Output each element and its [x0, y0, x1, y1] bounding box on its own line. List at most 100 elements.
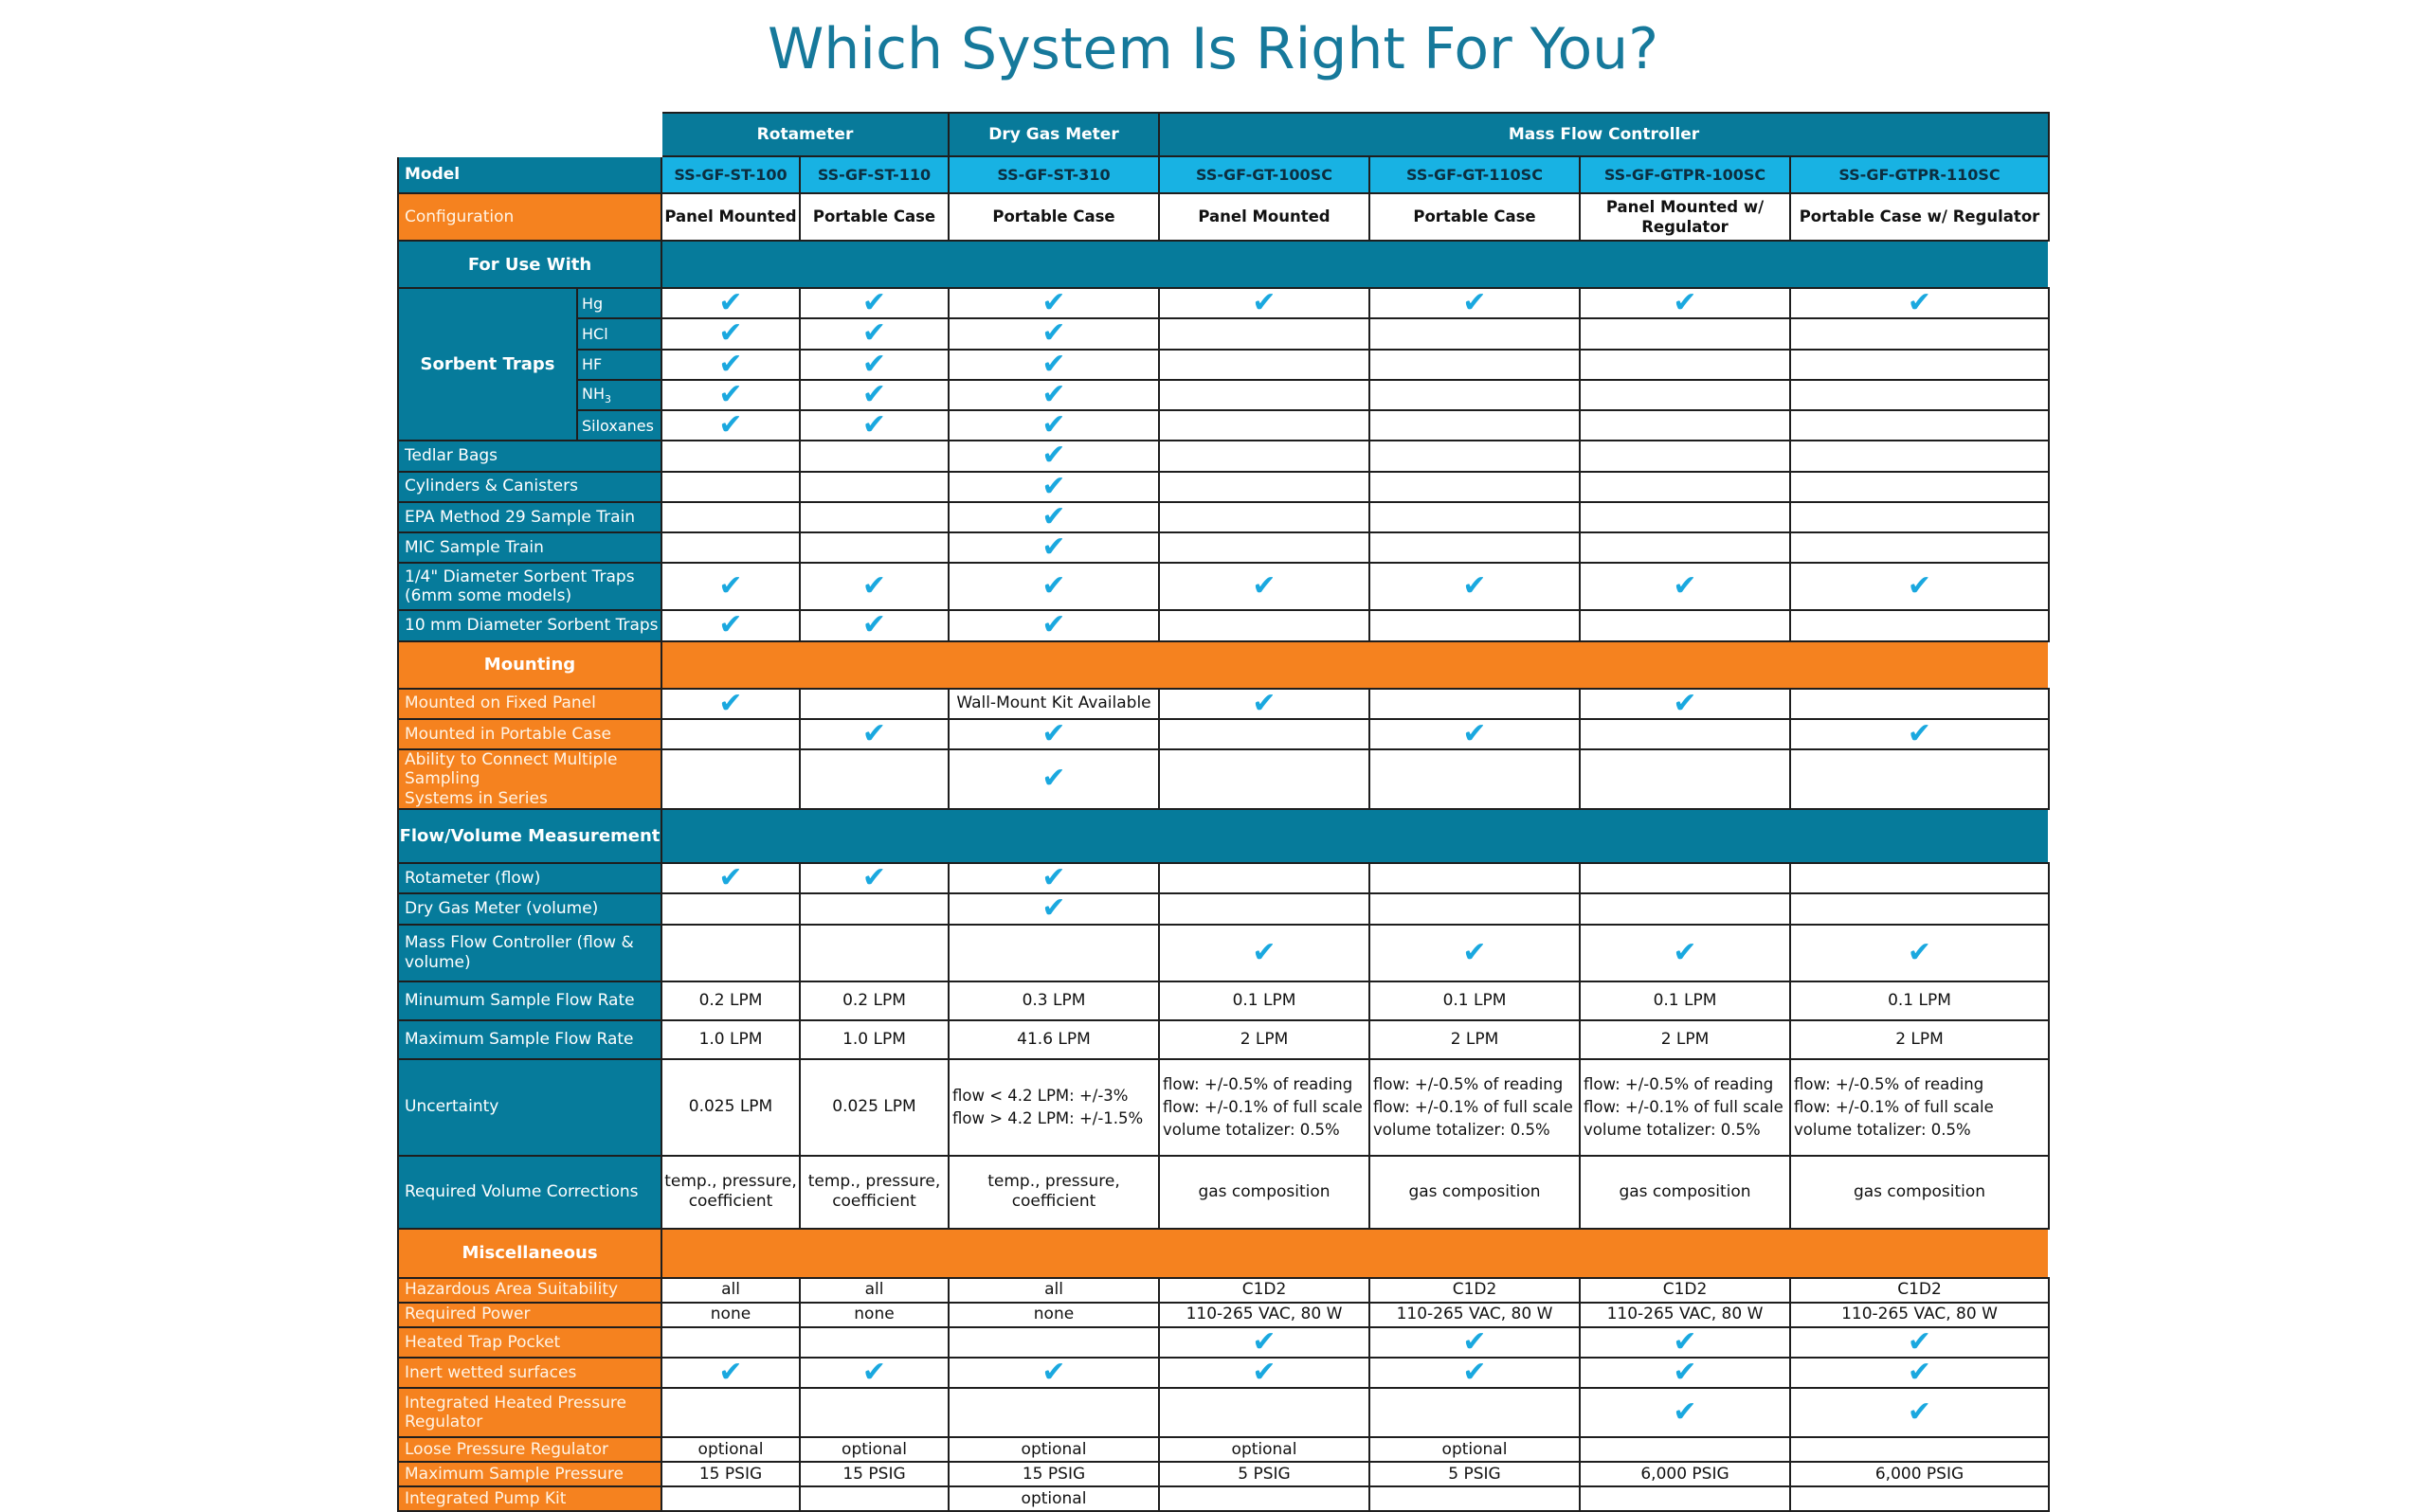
- value-cell: all: [948, 1276, 1160, 1304]
- sorbent-type-text: HCl: [582, 324, 608, 343]
- value-cell: [1368, 609, 1581, 642]
- value-cell: ✔: [661, 408, 801, 442]
- sorbent-row: Siloxanes ✔ ✔ ✔: [398, 408, 2050, 442]
- group-mass-flow-controller: Mass Flow Controller: [1158, 112, 2050, 157]
- value-cell: ✔: [1579, 1325, 1791, 1359]
- value-cell: [1158, 717, 1370, 751]
- group-rotameter: Rotameter: [661, 112, 950, 157]
- value-cell: optional: [799, 1436, 950, 1464]
- row-label: Maximum Sample Pressure: [397, 1461, 662, 1488]
- subscript: 3: [605, 392, 611, 405]
- value-cell: ✔: [948, 317, 1160, 351]
- model-name: SS-GF-GTPR-100SC: [1579, 155, 1791, 194]
- value-cell: all: [661, 1276, 801, 1304]
- sorbent-type-text: NH: [582, 384, 605, 403]
- check-icon: ✔: [1907, 935, 1932, 969]
- value-cell: [1368, 378, 1581, 412]
- value-cell: 110-265 VAC, 80 W: [1579, 1301, 1791, 1328]
- value-cell: ✔: [1368, 1356, 1581, 1390]
- check-icon: ✔: [861, 318, 887, 350]
- model-name: SS-GF-ST-110: [799, 155, 950, 194]
- value-line: temp., pressure,: [807, 1171, 941, 1191]
- check-icon: ✔: [1041, 863, 1066, 894]
- value-cell: 0.025 LPM: [799, 1057, 950, 1157]
- value-cell: optional: [948, 1436, 1160, 1464]
- value-cell: C1D2: [1158, 1276, 1370, 1304]
- value-cell: gas composition: [1579, 1154, 1791, 1230]
- value-cell: ✔: [948, 717, 1160, 751]
- value-cell: ✔: [1579, 1356, 1791, 1390]
- value-cell: ✔: [1158, 1325, 1370, 1359]
- value-cell: [948, 1325, 1160, 1359]
- configuration-row: Configuration Panel Mounted Portable Cas…: [397, 192, 2050, 242]
- row-label: Loose Pressure Regulator: [397, 1436, 662, 1464]
- value-cell: 110-265 VAC, 80 W: [1158, 1301, 1370, 1328]
- group-dry-gas-meter: Dry Gas Meter: [948, 112, 1160, 157]
- value-cell: ✔: [661, 862, 801, 895]
- value-cell: ✔: [948, 378, 1160, 412]
- value-line: coefficient: [832, 1192, 916, 1212]
- value-cell: C1D2: [1789, 1276, 2050, 1304]
- value-cell: ✔: [1789, 1356, 2050, 1390]
- check-icon: ✔: [1907, 718, 1932, 749]
- section-mounting: Mounting: [397, 639, 662, 690]
- sorbent-type-label: NH3: [576, 378, 662, 412]
- row-label: Uncertainty: [397, 1057, 662, 1157]
- value-cell: [1789, 1436, 2050, 1464]
- value-cell: [1579, 1485, 1791, 1512]
- sorbent-row: HF ✔ ✔ ✔: [398, 348, 2050, 381]
- value-line: flow: +/-0.1% of full scale: [1163, 1097, 1363, 1116]
- sorbent-type-text: Hg: [582, 294, 604, 313]
- value-cell: [799, 1325, 950, 1359]
- value-cell: [1789, 531, 2050, 565]
- value-cell: [1368, 500, 1581, 534]
- check-icon: ✔: [1673, 688, 1697, 719]
- value-cell: 0.1 LPM: [1158, 980, 1370, 1021]
- row-label: Inert wetted surfaces: [397, 1356, 662, 1390]
- value-cell: ✔: [1158, 286, 1370, 320]
- table-row: Rotameter (flow) ✔ ✔ ✔: [397, 862, 2050, 895]
- row-label: Required Power: [397, 1301, 662, 1328]
- sorbent-row: NH3 ✔ ✔ ✔: [398, 378, 2050, 412]
- row-label: 10 mm Diameter Sorbent Traps: [397, 609, 662, 642]
- check-icon: ✔: [861, 1357, 887, 1389]
- value-cell: optional: [661, 1436, 801, 1464]
- value-cell: 1.0 LPM: [799, 1018, 950, 1060]
- value-cell: [1789, 687, 2050, 720]
- check-icon: ✔: [1041, 318, 1066, 350]
- table-row: 10 mm Diameter Sorbent Traps ✔ ✔ ✔: [397, 609, 2050, 642]
- configuration-value: Panel Mounted w/ Regulator: [1579, 192, 1791, 242]
- value-cell: [1789, 862, 2050, 895]
- value-cell: [1158, 1387, 1370, 1439]
- check-icon: ✔: [1041, 501, 1066, 532]
- section-flow-volume: Flow/Volume Measurement: [397, 808, 662, 865]
- value-cell: [799, 470, 950, 503]
- value-cell: [1368, 317, 1581, 351]
- check-icon: ✔: [1907, 1357, 1932, 1389]
- check-icon: ✔: [861, 863, 887, 894]
- value-cell: ✔: [1368, 562, 1581, 612]
- value-cell: [1158, 531, 1370, 565]
- value-cell: [1579, 747, 1791, 811]
- value-cell: [799, 1387, 950, 1439]
- check-icon: ✔: [1462, 569, 1487, 603]
- value-cell: ✔: [948, 747, 1160, 811]
- value-line: flow: +/-0.1% of full scale: [1794, 1097, 1994, 1116]
- value-cell: [1789, 500, 2050, 534]
- check-icon: ✔: [1462, 1326, 1487, 1358]
- check-icon: ✔: [718, 288, 743, 319]
- value-cell: [1158, 747, 1370, 811]
- value-cell: ✔: [799, 348, 950, 381]
- value-cell: [661, 470, 801, 503]
- value-cell: ✔: [799, 862, 950, 895]
- value-cell: ✔: [1158, 562, 1370, 612]
- value-cell: 0.025 LPM: [661, 1057, 801, 1157]
- value-cell: ✔: [948, 348, 1160, 381]
- row-label-line: 1/4" Diameter Sorbent Traps: [405, 567, 635, 586]
- value-cell: [799, 500, 950, 534]
- value-cell: [1579, 609, 1791, 642]
- configuration-label: Configuration: [397, 192, 662, 242]
- value-cell: [1158, 609, 1370, 642]
- value-cell: [1368, 1485, 1581, 1512]
- check-icon: ✔: [861, 718, 887, 749]
